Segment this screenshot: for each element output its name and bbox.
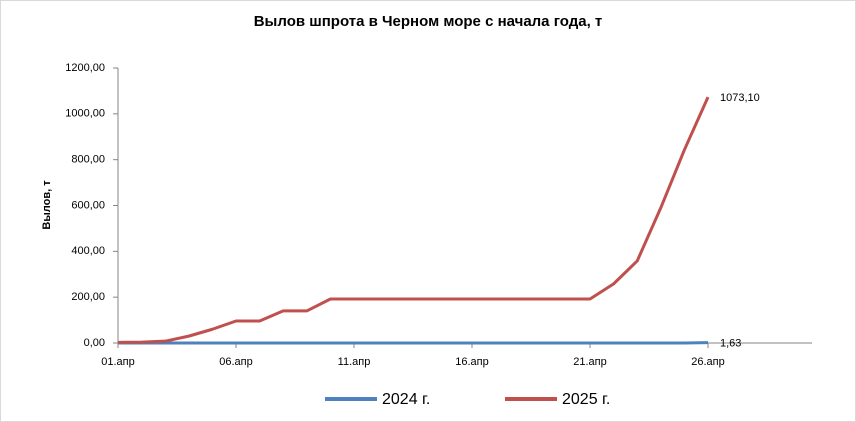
- y-tick-label: 1200,00: [65, 62, 105, 74]
- y-tick-label: 0,00: [84, 337, 105, 349]
- y-tick-label: 200,00: [71, 291, 105, 303]
- x-tick-label: 01.апр: [101, 356, 134, 368]
- legend-label: 2024 г.: [382, 391, 430, 408]
- data-label: 1073,10: [720, 92, 760, 104]
- y-tick-label: 400,00: [71, 245, 105, 257]
- x-tick-label: 21.апр: [573, 356, 606, 368]
- data-label: 1,63: [720, 338, 741, 350]
- x-tick-label: 16.апр: [455, 356, 488, 368]
- y-tick-label: 1000,00: [65, 108, 105, 120]
- x-tick-label: 26.апр: [691, 356, 724, 368]
- x-tick-label: 06.апр: [219, 356, 252, 368]
- y-axis-title: Вылов, т: [41, 180, 53, 230]
- y-tick-label: 800,00: [71, 154, 105, 166]
- legend-label: 2025 г.: [562, 391, 610, 408]
- chart-title: Вылов шпрота в Черном море с начала года…: [254, 13, 603, 30]
- x-tick-label: 11.апр: [338, 356, 371, 368]
- y-tick-label: 600,00: [71, 199, 105, 211]
- series-line: [117, 96, 710, 344]
